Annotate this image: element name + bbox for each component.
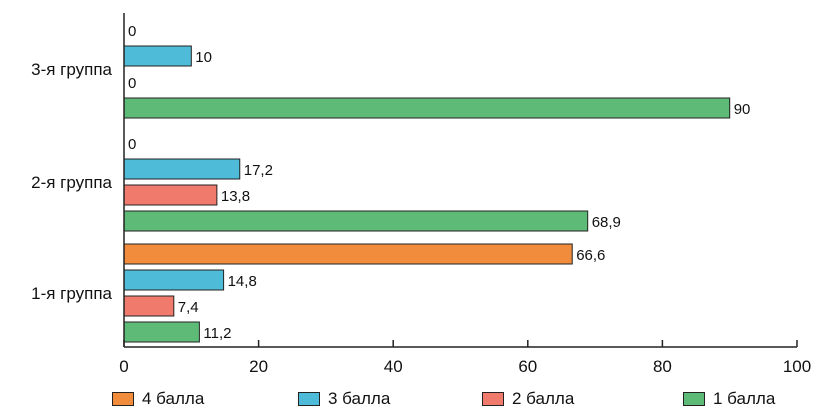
legend-label-4-balla: 4 балла <box>142 389 205 408</box>
value-label-3-балла-group-3: 10 <box>195 49 212 66</box>
value-label-4-балла-group-2: 0 <box>128 136 136 153</box>
category-label-group-3: 3-я группа <box>31 60 112 79</box>
bar-3-балла-group-3 <box>123 45 192 67</box>
category-label-group-2: 2-я группа <box>31 173 112 192</box>
legend-swatch-1-balla <box>683 392 705 406</box>
value-label-2-балла-group-3: 0 <box>128 75 136 92</box>
legend-item-4-balla: 4 балла <box>112 389 204 409</box>
bar-2-балла-group-2 <box>123 184 218 206</box>
legend-label-2-balla: 2 балла <box>512 389 575 408</box>
value-label-2-балла-group-2: 13,8 <box>221 188 250 205</box>
x-tick-label-0: 0 <box>119 357 128 376</box>
legend-label-1-balla: 1 балла <box>713 389 776 408</box>
bar-1-балла-group-3 <box>123 97 731 119</box>
value-label-1-балла-group-2: 68,9 <box>592 214 621 231</box>
bar-1-балла-group-2 <box>123 210 589 232</box>
x-tick-label-20: 20 <box>249 357 268 376</box>
legend-swatch-4-balla <box>112 392 134 406</box>
value-label-2-балла-group-1: 7,4 <box>178 299 199 316</box>
value-label-1-балла-group-3: 90 <box>734 101 751 118</box>
bar-3-балла-group-1 <box>123 269 225 291</box>
category-label-group-1: 1-я группа <box>31 284 112 303</box>
value-label-1-балла-group-1: 11,2 <box>203 325 231 342</box>
x-tick-label-100: 100 <box>783 357 811 376</box>
bar-4-балла-group-1 <box>123 243 573 265</box>
legend-item-1-balla: 1 балла <box>683 389 775 409</box>
legend-label-3-balla: 3 балла <box>328 389 391 408</box>
bar-3-балла-group-2 <box>123 158 241 180</box>
legend-item-2-balla: 2 балла <box>482 389 574 409</box>
legend: 4 балла 3 балла 2 балла 1 балла <box>0 389 819 416</box>
value-label-4-балла-group-1: 66,6 <box>576 247 605 264</box>
x-tick-label-60: 60 <box>518 357 537 376</box>
legend-item-3-balla: 3 балла <box>298 389 390 409</box>
legend-swatch-2-balla <box>482 392 504 406</box>
bar-chart: 66,6 14,8 7,411,2 1-я группа 0 17,2 13,8 68,9 2-… <box>31 13 811 376</box>
value-label-4-балла-group-3: 0 <box>128 23 136 40</box>
legend-swatch-3-balla <box>298 392 320 406</box>
value-label-3-балла-group-1: 14,8 <box>228 273 257 290</box>
x-tick-label-80: 80 <box>653 357 672 376</box>
bar-1-балла-group-1 <box>123 321 200 343</box>
x-tick-label-40: 40 <box>384 357 403 376</box>
value-label-3-балла-group-2: 17,2 <box>244 162 273 179</box>
bar-2-балла-group-1 <box>123 295 175 317</box>
